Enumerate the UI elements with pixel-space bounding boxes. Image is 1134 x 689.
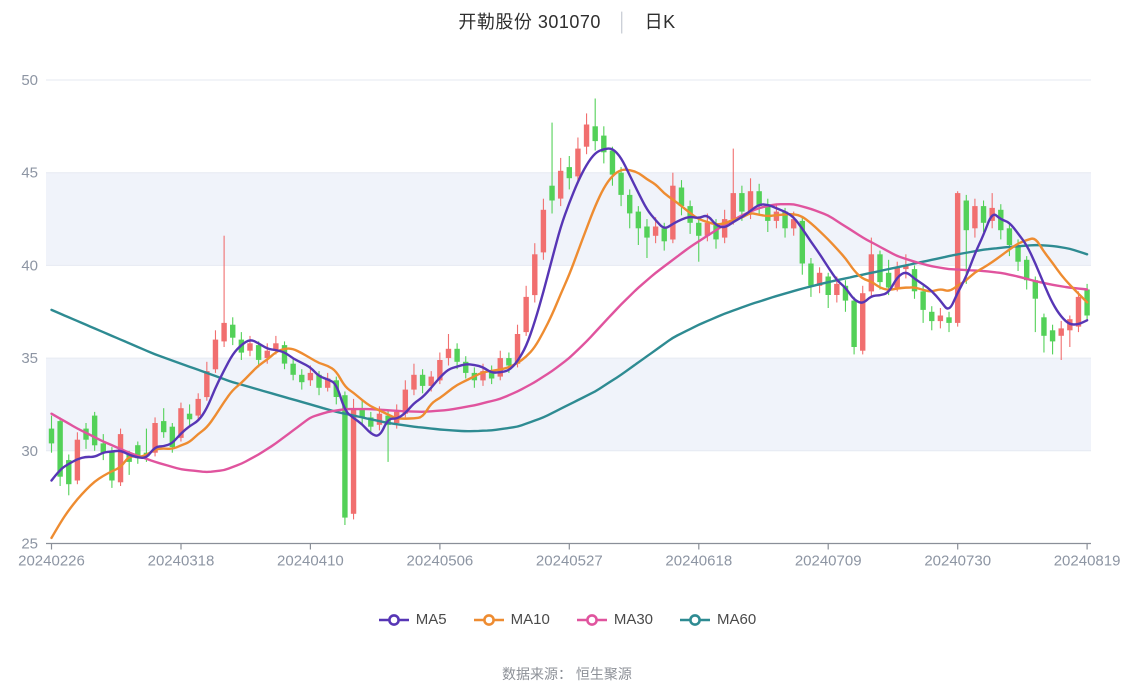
legend-label: MA10 xyxy=(510,611,550,628)
x-tick-label: 20240819 xyxy=(1054,553,1121,570)
x-tick-label: 20240226 xyxy=(18,553,85,570)
x-tick-label: 20240618 xyxy=(665,553,732,570)
x-tick-label: 20240527 xyxy=(536,553,603,570)
chart-title: 开勒股份 301070 │ 日K xyxy=(0,8,1134,34)
ma-legend: MA5 MA10 MA30 MA60 xyxy=(0,611,1134,628)
title-separator: │ xyxy=(616,12,629,32)
ma10-line xyxy=(50,168,1089,540)
legend-label: MA60 xyxy=(717,611,757,628)
ma5-legend-icon xyxy=(378,613,409,626)
y-tick-label: 30 xyxy=(21,443,38,460)
period-label: 日K xyxy=(644,12,676,32)
x-tick-label: 20240709 xyxy=(795,553,862,570)
legend-item-ma60[interactable]: MA60 xyxy=(679,611,756,628)
legend-item-ma30[interactable]: MA30 xyxy=(576,611,653,628)
ma10-legend-icon xyxy=(473,613,504,626)
y-tick-label: 50 xyxy=(21,72,38,89)
x-tick-label: 20240318 xyxy=(148,553,215,570)
y-tick-label: 25 xyxy=(21,536,38,553)
data-source: 数据来源： 恒生聚源 xyxy=(502,666,632,682)
y-tick-label: 45 xyxy=(21,165,38,182)
stock-title: 开勒股份 301070 xyxy=(458,12,601,32)
x-tick-label: 20240730 xyxy=(924,553,991,570)
x-tick-label: 20240410 xyxy=(277,553,344,570)
legend-label: MA5 xyxy=(415,611,447,628)
legend-item-ma5[interactable]: MA5 xyxy=(378,611,447,628)
y-tick-label: 35 xyxy=(21,350,38,367)
ma60-legend-icon xyxy=(680,613,711,626)
plot-band xyxy=(46,172,1091,266)
kline-chart[interactable]: 20240226 20240318 20240410 20240506 20240527… xyxy=(0,0,1134,600)
candles-group xyxy=(48,98,1090,525)
ma30-line xyxy=(50,202,1089,474)
legend-item-ma10[interactable]: MA10 xyxy=(473,611,550,628)
ma5-line xyxy=(50,147,1089,482)
x-tick-label: 20240506 xyxy=(407,553,474,570)
y-tick-label: 40 xyxy=(21,257,38,274)
legend-label: MA30 xyxy=(613,611,654,628)
ma60-line xyxy=(50,243,1089,433)
ma30-legend-icon xyxy=(576,613,607,626)
